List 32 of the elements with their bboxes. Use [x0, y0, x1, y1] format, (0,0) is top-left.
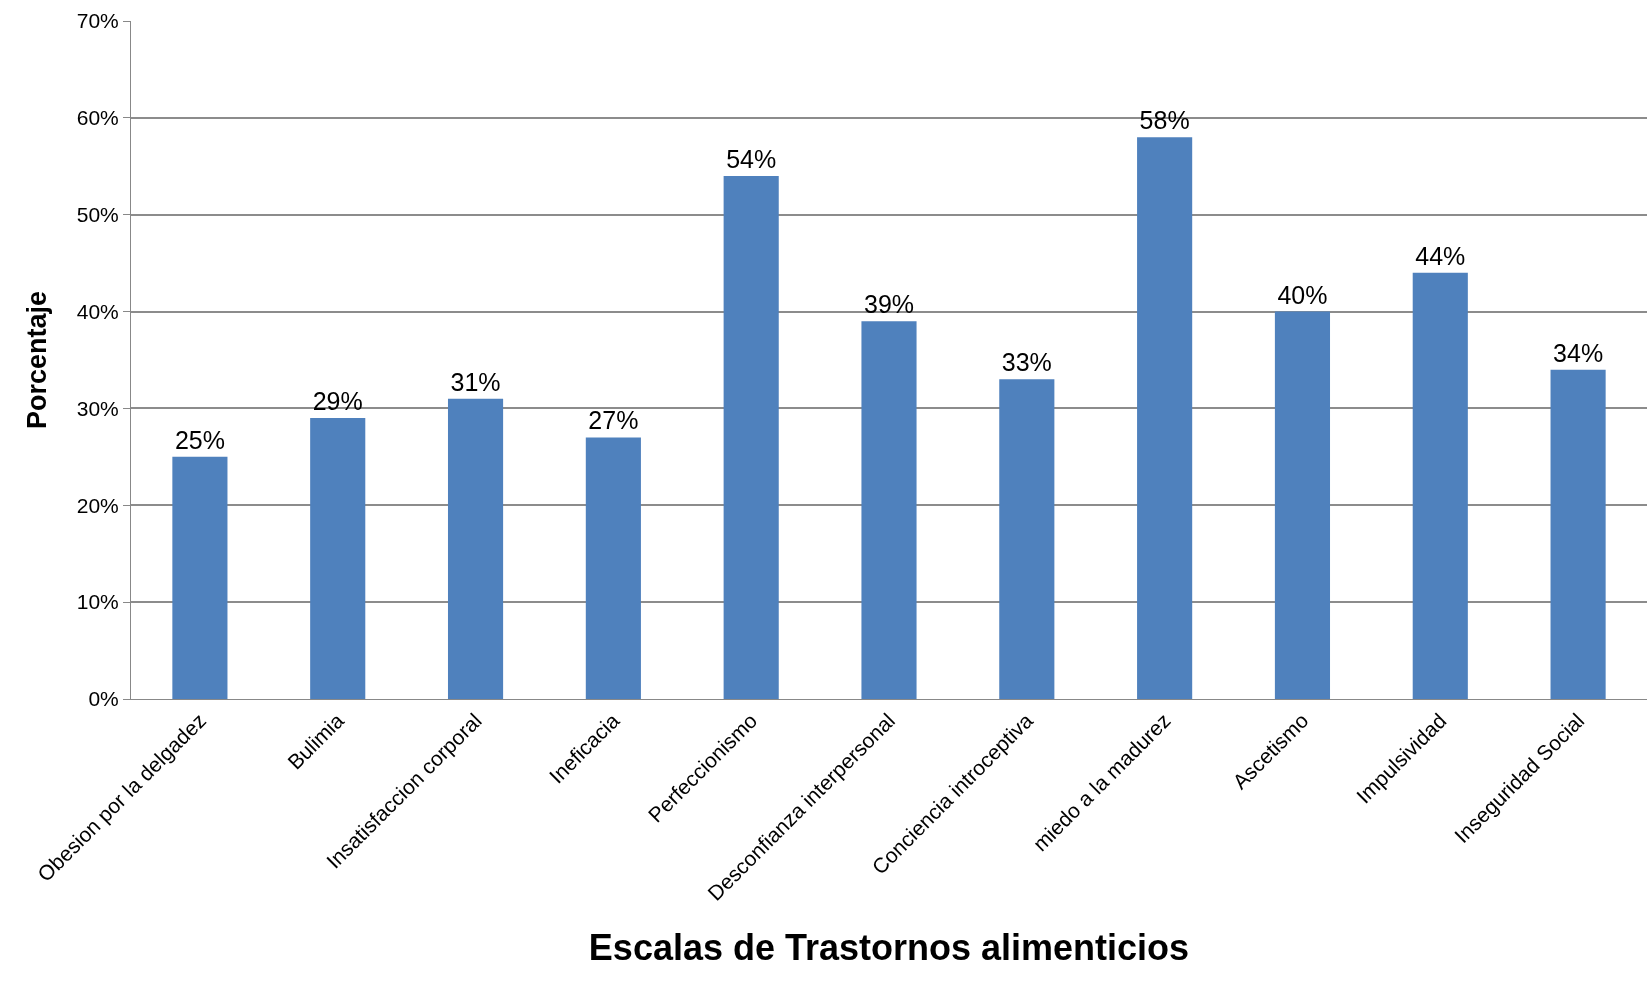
bar	[861, 321, 917, 699]
bar	[1137, 137, 1193, 699]
y-tick-label: 70%	[76, 9, 119, 33]
bar	[447, 398, 504, 699]
y-axis-title: Porcentaje	[21, 290, 52, 430]
y-tick-label: 60%	[76, 106, 119, 130]
data-label: 44%	[1415, 241, 1466, 270]
bar	[310, 418, 366, 699]
bar	[999, 379, 1055, 699]
y-tick-label: 10%	[76, 590, 119, 614]
data-label: 29%	[312, 387, 363, 416]
data-label: 34%	[1553, 338, 1604, 367]
data-label: 31%	[450, 367, 501, 396]
data-label: 54%	[726, 144, 777, 173]
bar	[1412, 272, 1468, 699]
data-label: 58%	[1139, 106, 1190, 135]
bar	[1550, 369, 1606, 699]
y-tick-label: 0%	[88, 687, 119, 711]
data-label: 25%	[174, 425, 225, 454]
y-tick-label: 40%	[76, 299, 119, 323]
data-label: 27%	[588, 406, 639, 435]
y-tick-label: 20%	[76, 493, 119, 517]
data-label: 33%	[1001, 348, 1052, 377]
x-axis-title: Escalas de Trastornos alimenticios	[588, 926, 1190, 968]
bar	[585, 437, 641, 699]
bar	[723, 175, 779, 699]
data-label: 39%	[863, 290, 915, 319]
y-tick-label: 50%	[76, 203, 119, 227]
data-label: 40%	[1277, 280, 1328, 309]
y-tick-label: 30%	[76, 396, 119, 420]
bar	[172, 456, 228, 699]
bar	[1274, 311, 1331, 699]
